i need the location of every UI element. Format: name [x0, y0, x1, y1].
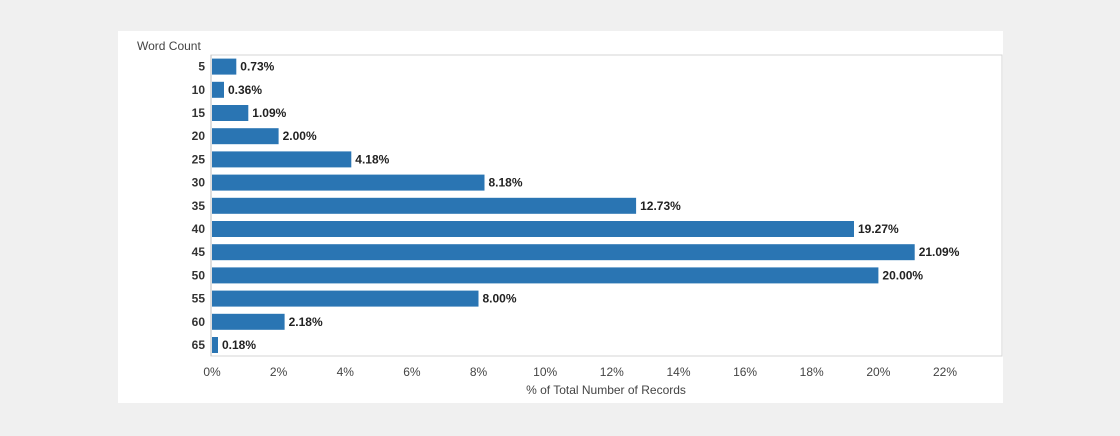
bar-40[interactable]	[212, 221, 854, 237]
category-label-5: 5	[198, 60, 205, 74]
value-label-45: 21.09%	[919, 245, 960, 259]
category-label-25: 25	[192, 152, 206, 166]
value-label-10: 0.36%	[228, 83, 262, 97]
category-label-20: 20	[192, 129, 206, 143]
bar-10[interactable]	[212, 81, 224, 98]
value-label-35: 12.73%	[640, 199, 681, 213]
value-label-55: 8.00%	[483, 292, 517, 306]
x-axis-title: % of Total Number of Records	[526, 383, 686, 397]
bar-55[interactable]	[212, 290, 479, 307]
x-tick-label-12: 12%	[600, 365, 624, 379]
bar-5[interactable]	[212, 58, 237, 75]
chart-panel	[118, 31, 1003, 403]
bar-15[interactable]	[212, 105, 249, 121]
x-tick-label-18: 18%	[800, 365, 824, 379]
value-label-15: 1.09%	[252, 106, 286, 120]
value-label-5: 0.73%	[240, 60, 274, 74]
category-labels: 5 10 15 20 25 30 35 40 45 50 55 60 65	[192, 60, 206, 352]
category-label-35: 35	[192, 199, 206, 213]
plot-frame	[210, 54, 1003, 357]
category-label-40: 40	[192, 222, 206, 236]
category-label-10: 10	[192, 83, 206, 97]
bar-20[interactable]	[212, 128, 279, 145]
category-label-55: 55	[192, 292, 206, 306]
category-label-65: 65	[192, 338, 206, 352]
value-label-65: 0.18%	[222, 338, 256, 352]
value-label-20: 2.00%	[283, 129, 317, 143]
x-axis-ticks: 0% 2% 4% 6% 8% 10% 12% 14% 16% 18% 20% 22%	[203, 365, 957, 379]
value-label-30: 8.18%	[489, 176, 523, 190]
category-label-60: 60	[192, 315, 206, 329]
value-labels: 0.73% 0.36% 1.09% 2.00% 4.18% 8.18% 12.73% 19.2…	[222, 60, 960, 352]
x-tick-label-16: 16%	[733, 365, 757, 379]
bar-65[interactable]	[212, 337, 218, 353]
bar-50[interactable]	[212, 267, 879, 284]
x-tick-label-2: 2%	[270, 365, 288, 379]
bar-45[interactable]	[212, 244, 915, 261]
value-label-60: 2.18%	[289, 315, 323, 329]
bar-60[interactable]	[212, 313, 285, 330]
value-label-50: 20.00%	[882, 268, 923, 282]
value-label-40: 19.27%	[858, 222, 899, 236]
x-tick-label-10: 10%	[533, 365, 557, 379]
y-axis-title: Word Count	[137, 39, 201, 53]
bar-30[interactable]	[212, 174, 485, 191]
bars-group	[212, 58, 915, 353]
category-label-45: 45	[192, 245, 206, 259]
value-label-25: 4.18%	[355, 152, 389, 166]
bar-25[interactable]	[212, 151, 352, 168]
x-tick-label-14: 14%	[666, 365, 690, 379]
x-tick-label-0: 0%	[203, 365, 221, 379]
x-tick-label-6: 6%	[403, 365, 421, 379]
bar-35[interactable]	[212, 197, 637, 214]
category-label-50: 50	[192, 268, 206, 282]
x-tick-label-22: 22%	[933, 365, 957, 379]
category-label-15: 15	[192, 106, 206, 120]
category-label-30: 30	[192, 176, 206, 190]
x-tick-label-8: 8%	[470, 365, 488, 379]
x-tick-label-4: 4%	[337, 365, 355, 379]
x-tick-label-20: 20%	[866, 365, 890, 379]
